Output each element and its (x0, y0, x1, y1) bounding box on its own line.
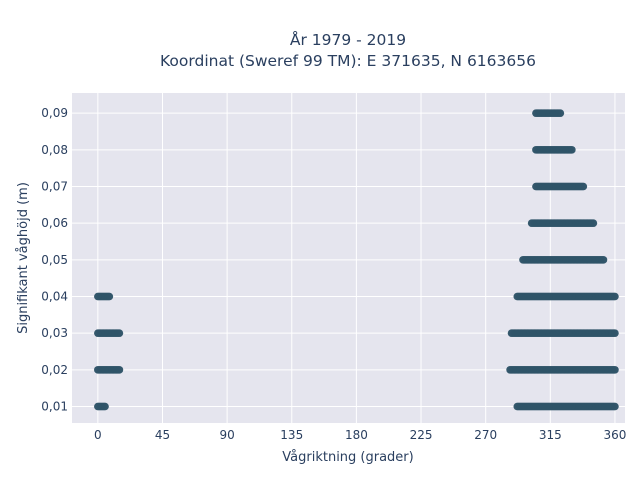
y-tick-label: 0,09 (41, 106, 68, 120)
data-points (94, 109, 619, 411)
y-tick-label: 0,08 (41, 143, 68, 157)
y-axis-ticks: 0,01 0,02 0,03 0,04 0,05 0,06 0,07 0,08 0,09 (41, 106, 68, 413)
y-tick-label: 0,06 (41, 216, 68, 230)
x-axis-ticks: 0 45 90 135 180 225 270 315 360 (94, 428, 626, 442)
x-tick-label: 180 (345, 428, 368, 442)
data-point (589, 219, 598, 227)
data-point (556, 109, 565, 117)
x-axis-title: Vågriktning (grader) (282, 450, 413, 465)
y-tick-label: 0,03 (41, 326, 68, 340)
x-tick-label: 315 (539, 428, 562, 442)
data-point (105, 292, 114, 301)
x-tick-label: 360 (603, 428, 626, 442)
x-tick-label: 45 (155, 428, 170, 442)
y-tick-label: 0,05 (41, 253, 68, 267)
y-tick-label: 0,01 (41, 400, 68, 414)
data-point (611, 292, 619, 301)
data-point (611, 402, 619, 411)
x-tick-label: 225 (410, 428, 433, 442)
chart-subtitle: Koordinat (Sweref 99 TM): E 371635, N 61… (160, 52, 536, 70)
x-tick-label: 0 (94, 428, 102, 442)
x-tick-label: 90 (219, 428, 234, 442)
y-tick-label: 0,07 (41, 180, 68, 194)
x-tick-label: 135 (280, 428, 303, 442)
data-point (568, 146, 576, 154)
data-point (115, 329, 124, 337)
x-tick-label: 270 (474, 428, 497, 442)
chart-title: År 1979 - 2019 (290, 30, 406, 49)
y-tick-label: 0,04 (41, 290, 68, 304)
data-point (599, 256, 608, 264)
data-point (579, 182, 588, 191)
y-tick-label: 0,02 (41, 363, 68, 377)
data-point (115, 366, 124, 374)
data-point (611, 366, 619, 374)
data-point (101, 402, 109, 411)
y-axis-title: Signifikant våghöjd (m) (16, 182, 31, 334)
data-point (611, 329, 619, 337)
